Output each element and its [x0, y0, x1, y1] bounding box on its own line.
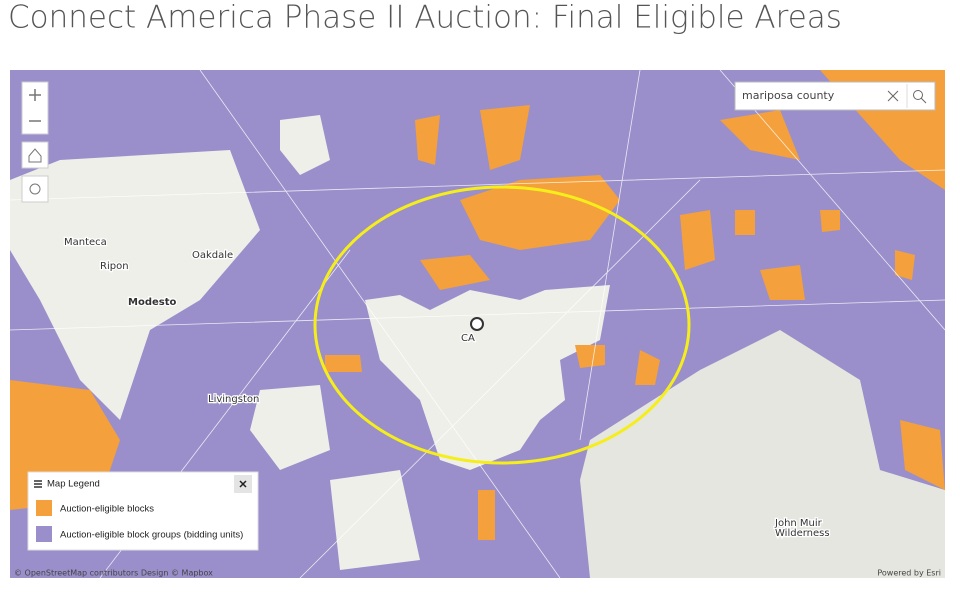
location-marker[interactable]	[470, 317, 484, 331]
place-label: Wilderness	[775, 528, 830, 539]
home-button[interactable]	[21, 141, 49, 169]
place-label: Manteca	[64, 237, 107, 248]
powered-by: Powered by Esri	[877, 569, 941, 578]
search-input[interactable]: mariposa county	[742, 89, 835, 102]
place-label: Oakdale	[192, 250, 233, 261]
place-label: CA	[461, 333, 475, 344]
legend-title: Map Legend	[47, 479, 100, 490]
place-label: Modesto	[128, 297, 176, 308]
non-eligible-areas	[10, 115, 945, 578]
attribution: © OpenStreetMap contributors Design © Ma…	[14, 569, 213, 578]
place-label: Livingston	[208, 394, 259, 405]
place-label: Ripon	[100, 261, 129, 272]
legend: Map Legend Auction-eligible blocks Auctio…	[27, 471, 259, 551]
page-title: Connect America Phase II Auction: Final …	[8, 0, 842, 36]
legend-swatch	[36, 526, 52, 542]
highlight-ellipse	[313, 185, 691, 465]
legend-swatch	[36, 500, 52, 516]
zoom-controls[interactable]	[21, 81, 49, 203]
boundaries	[10, 70, 945, 578]
place-label: John Muir	[774, 518, 823, 529]
locate-button[interactable]	[21, 175, 49, 203]
legend-label: Auction-eligible blocks	[60, 504, 154, 515]
search-box[interactable]: mariposa county	[734, 81, 936, 111]
legend-label: Auction-eligible block groups (bidding u…	[60, 530, 243, 541]
